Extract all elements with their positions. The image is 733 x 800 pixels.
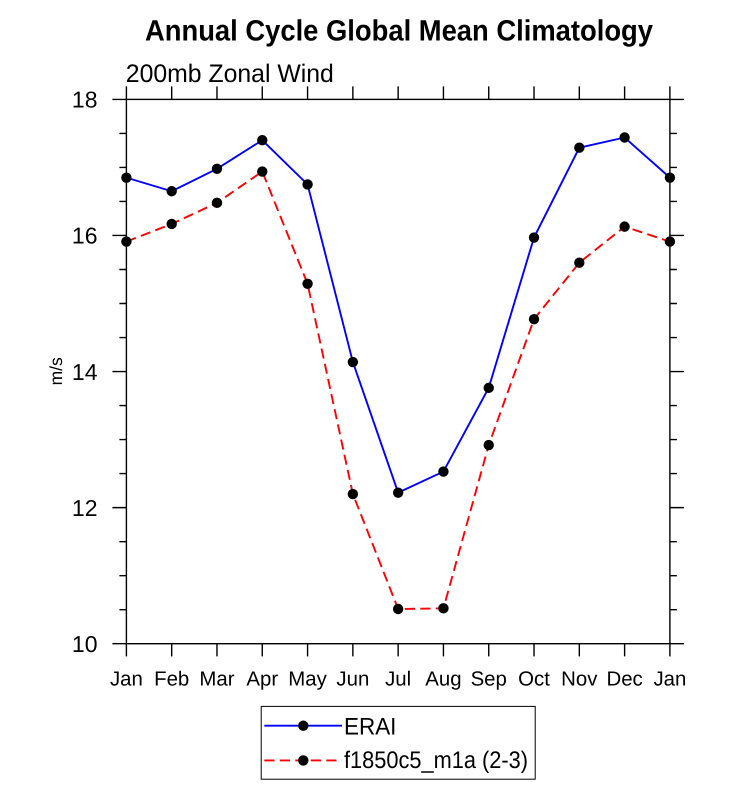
svg-text:Sep: Sep — [471, 668, 507, 690]
svg-text:May: May — [288, 668, 327, 690]
svg-text:Dec: Dec — [606, 668, 642, 690]
svg-text:14: 14 — [72, 359, 98, 385]
svg-text:Jul: Jul — [385, 668, 411, 690]
svg-text:Jan: Jan — [653, 668, 686, 690]
svg-text:Oct: Oct — [518, 668, 550, 690]
svg-text:Feb: Feb — [154, 668, 189, 690]
svg-text:Jan: Jan — [110, 668, 143, 690]
svg-text:ERAI: ERAI — [344, 713, 396, 740]
svg-text:12: 12 — [72, 495, 98, 521]
svg-text:Jun: Jun — [336, 668, 369, 690]
svg-text:16: 16 — [72, 223, 98, 249]
svg-text:f1850c5_m1a (2-3): f1850c5_m1a (2-3) — [344, 747, 528, 774]
svg-text:18: 18 — [72, 87, 98, 113]
svg-text:m/s: m/s — [46, 357, 66, 385]
svg-text:200mb Zonal Wind: 200mb Zonal Wind — [126, 60, 334, 88]
svg-text:Apr: Apr — [246, 668, 278, 690]
svg-text:Mar: Mar — [199, 668, 234, 690]
svg-text:Aug: Aug — [425, 668, 461, 690]
svg-text:Annual Cycle Global Mean Clima: Annual Cycle Global Mean Climatology — [145, 15, 654, 48]
svg-text:Nov: Nov — [561, 668, 598, 690]
svg-text:10: 10 — [72, 631, 98, 657]
